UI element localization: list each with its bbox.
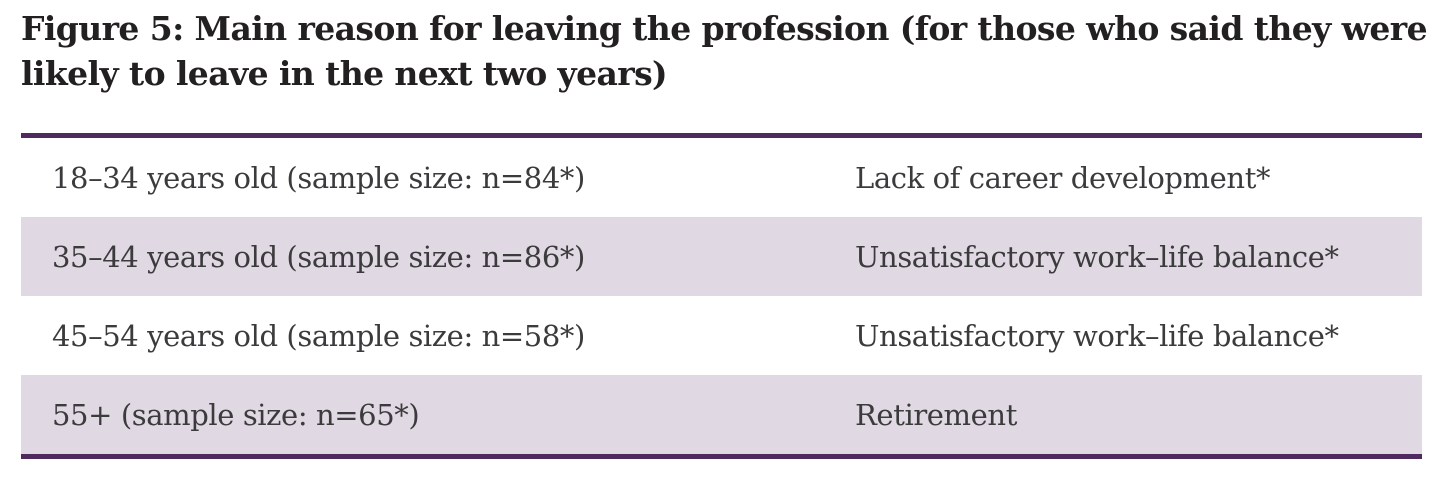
table-row-45-54: 45–54 years old (sample size: n=58*) Uns… (21, 296, 1422, 375)
figure-title-line-1: Figure 5: Main reason for leaving the pr… (21, 9, 1428, 48)
age-group-cell: 18–34 years old (sample size: n=84*) (52, 160, 585, 195)
figure-table: 18–34 years old (sample size: n=84*) Lac… (21, 133, 1422, 459)
table-row-18-34: 18–34 years old (sample size: n=84*) Lac… (21, 138, 1422, 217)
age-group-cell: 35–44 years old (sample size: n=86*) (52, 239, 585, 274)
figure-title: Figure 5: Main reason for leaving the pr… (21, 6, 1428, 96)
reason-cell: Retirement (855, 397, 1017, 432)
table-row-55-plus: 55+ (sample size: n=65*) Retirement (21, 375, 1422, 454)
figure-title-line-2: likely to leave in the next two years) (21, 54, 668, 93)
age-group-cell: 45–54 years old (sample size: n=58*) (52, 318, 585, 353)
reason-cell: Unsatisfactory work–life balance* (855, 318, 1339, 353)
reason-cell: Unsatisfactory work–life balance* (855, 239, 1339, 274)
table-row-35-44: 35–44 years old (sample size: n=86*) Uns… (21, 217, 1422, 296)
age-group-cell: 55+ (sample size: n=65*) (52, 397, 420, 432)
reason-cell: Lack of career development* (855, 160, 1271, 195)
